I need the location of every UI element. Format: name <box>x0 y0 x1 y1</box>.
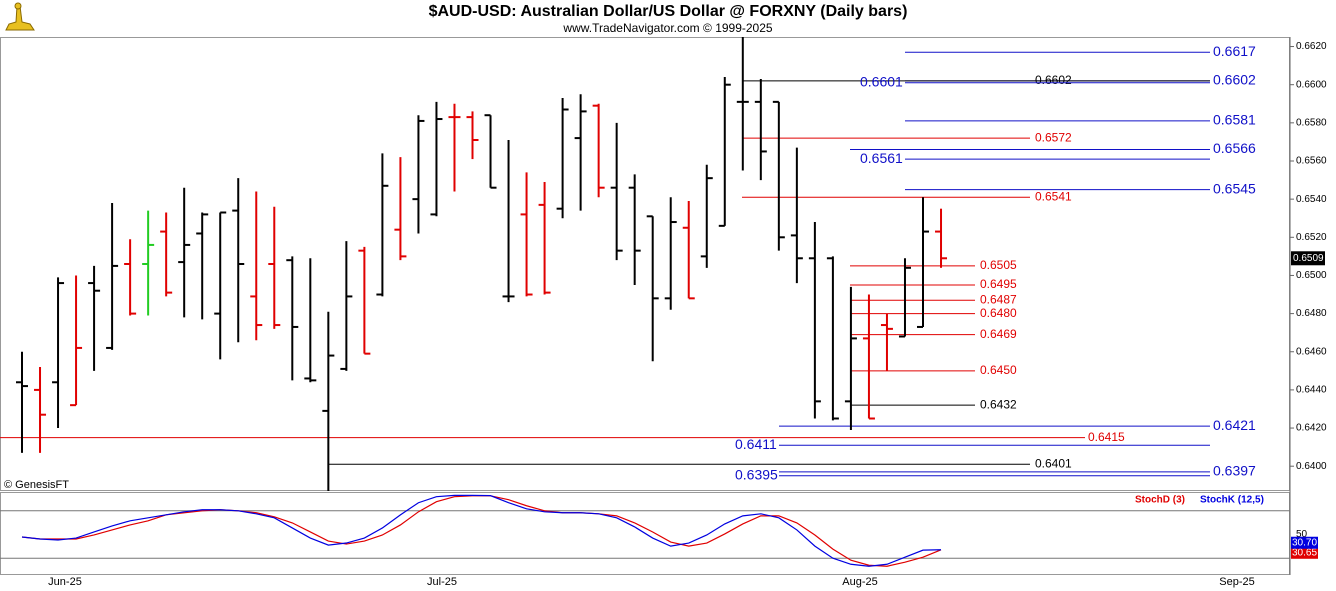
y-tick-label: 0.6500 <box>1296 270 1327 281</box>
last-price-tag <box>1291 251 1325 266</box>
level-label: 0.6617 <box>1213 43 1256 59</box>
last-value-tag <box>1291 536 1318 549</box>
level-label: 0.6541 <box>1035 189 1072 203</box>
level-label: 0.6581 <box>1213 112 1256 128</box>
level-label: 0.6415 <box>1088 430 1125 444</box>
level-label: 0.6601 <box>860 73 903 89</box>
level-label: 0.6397 <box>1213 463 1256 479</box>
y-tick-label: 50 <box>1296 529 1308 540</box>
x-tick-label: Sep-25 <box>1219 576 1254 588</box>
chart-subtitle: www.TradeNavigator.com © 1999-2025 <box>562 21 772 35</box>
chart-title: $AUD-USD: Australian Dollar/US Dollar @ … <box>429 3 908 20</box>
y-tick-label: 0.6480 <box>1296 308 1327 319</box>
level-label: 0.6395 <box>735 466 778 482</box>
level-label: 0.6421 <box>1213 417 1256 433</box>
y-tick-label: 0.6520 <box>1296 232 1327 243</box>
x-tick-label: Jun-25 <box>48 576 82 588</box>
level-label: 0.6602 <box>1213 72 1256 88</box>
x-tick-label: Aug-25 <box>842 576 877 588</box>
y-tick-label: 0.6460 <box>1296 346 1327 357</box>
source-label: © GenesisFT <box>4 479 69 491</box>
stoch-line <box>21 494 942 567</box>
legend-entry: StochD (3) <box>1135 495 1185 506</box>
level-label: 0.6411 <box>735 436 777 452</box>
last-value-label: 30.70 <box>1292 537 1317 548</box>
level-label: 0.6495 <box>980 277 1017 291</box>
y-tick-label: 0.6440 <box>1296 385 1327 396</box>
y-tick-label: 0.6560 <box>1296 156 1327 167</box>
level-label: 0.6505 <box>980 258 1017 272</box>
y-tick-label: 0.6580 <box>1296 117 1327 128</box>
level-label: 0.6602 <box>1035 73 1072 87</box>
y-tick-label: 0.6420 <box>1296 423 1327 434</box>
level-label: 0.6469 <box>980 327 1017 341</box>
level-label: 0.6566 <box>1213 140 1256 156</box>
level-label: 0.6450 <box>980 363 1017 377</box>
level-label: 0.6487 <box>980 292 1017 306</box>
x-tick-label: Jul-25 <box>427 576 457 588</box>
logo <box>5 2 35 31</box>
level-label: 0.6545 <box>1213 180 1256 196</box>
level-label: 0.6432 <box>980 397 1017 411</box>
level-label: 0.6480 <box>980 306 1017 320</box>
level-label: 0.6561 <box>860 150 903 166</box>
y-tick-label: 0.6540 <box>1296 194 1327 205</box>
y-tick-label: 0.6620 <box>1296 41 1327 52</box>
level-label: 0.6401 <box>1035 456 1072 470</box>
y-tick-label: 0.6400 <box>1296 461 1327 472</box>
last-value-label: 30.65 <box>1292 547 1317 558</box>
legend-entry: StochK (12,5) <box>1200 495 1264 506</box>
y-tick-label: 0.6600 <box>1296 79 1327 90</box>
level-label: 0.6572 <box>1035 130 1072 144</box>
last-value-tag <box>1291 546 1318 559</box>
last-price-label: 0.6509 <box>1293 253 1324 264</box>
